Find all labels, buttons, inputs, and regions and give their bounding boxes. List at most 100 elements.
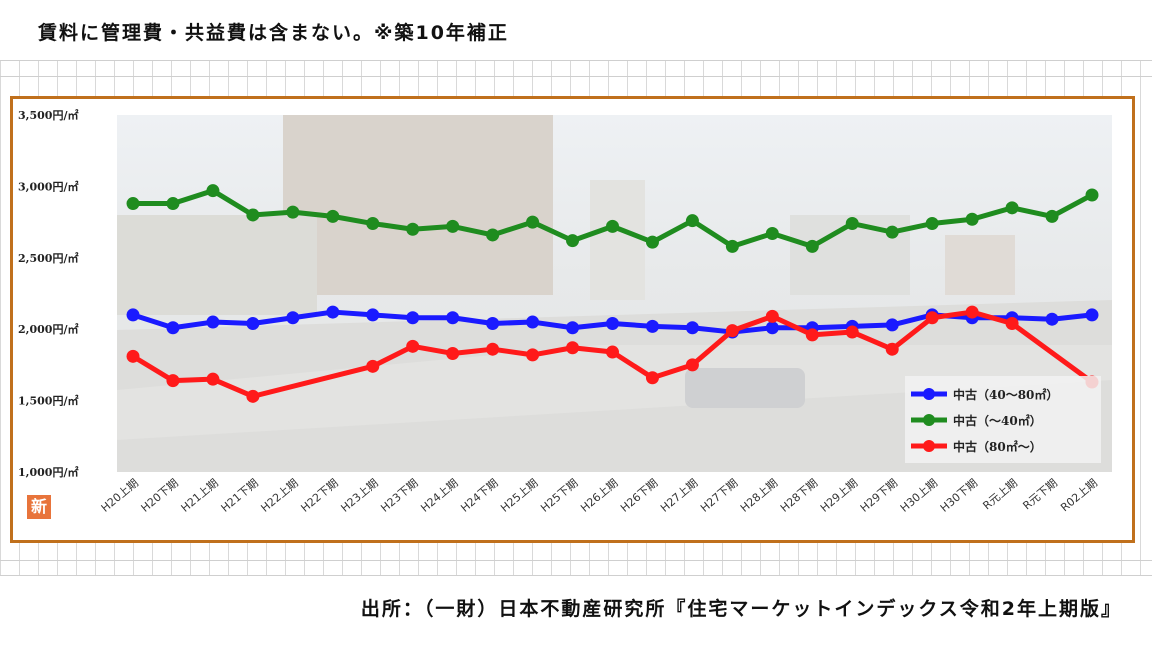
x-tick-label: R元下期 xyxy=(1020,476,1060,512)
x-tick-label: H22下期 xyxy=(298,476,340,514)
data-point xyxy=(925,311,939,325)
data-point xyxy=(406,311,420,325)
data-point xyxy=(965,305,979,319)
data-point xyxy=(246,389,260,403)
data-point xyxy=(566,321,580,335)
data-point xyxy=(1045,312,1059,326)
data-point xyxy=(845,217,859,231)
x-tick-label: H27上期 xyxy=(658,476,700,514)
data-point xyxy=(645,371,659,385)
new-badge-icon: 新 xyxy=(27,495,51,519)
grid-line xyxy=(0,560,1152,561)
x-tick-label: H27下期 xyxy=(698,476,740,514)
data-point xyxy=(246,208,260,222)
data-point xyxy=(446,219,460,233)
data-point xyxy=(845,325,859,339)
x-tick-label: H25下期 xyxy=(538,476,580,514)
data-point xyxy=(685,358,699,372)
data-point xyxy=(645,235,659,249)
x-tick-label: H28上期 xyxy=(738,476,780,514)
data-point xyxy=(166,197,180,211)
x-tick-label: H23上期 xyxy=(338,476,380,514)
data-point xyxy=(606,345,619,359)
x-tick-label: H24上期 xyxy=(418,476,460,514)
data-point xyxy=(166,374,180,388)
legend-marker xyxy=(923,414,935,426)
x-tick-label: H24下期 xyxy=(458,476,500,514)
data-point xyxy=(486,342,500,356)
x-tick-label: R元上期 xyxy=(981,476,1021,512)
data-point xyxy=(246,316,260,330)
x-tick-label: H25上期 xyxy=(498,476,540,514)
x-tick-label: H20上期 xyxy=(99,476,141,514)
x-tick-label: H22上期 xyxy=(258,476,300,514)
background-photo-street xyxy=(117,115,1112,472)
data-point xyxy=(446,346,460,360)
data-point xyxy=(486,316,500,330)
chart-caption: 賃料に管理費・共益費は含まない。※築10年補正 xyxy=(38,22,509,44)
data-point xyxy=(486,228,500,242)
y-tick-label: 1,500円/㎡ xyxy=(18,394,78,408)
legend-marker xyxy=(923,388,935,400)
data-point xyxy=(965,212,979,226)
x-tick-label: H23下期 xyxy=(378,476,420,514)
data-point xyxy=(685,214,699,228)
x-tick-label: H26下期 xyxy=(618,476,660,514)
x-tick-label: H21下期 xyxy=(219,476,261,514)
data-point xyxy=(286,205,300,219)
data-point xyxy=(406,222,420,236)
footer-band xyxy=(0,575,1152,648)
data-point xyxy=(885,225,899,239)
data-point xyxy=(526,348,540,362)
data-point xyxy=(566,341,580,355)
data-point xyxy=(1005,201,1019,215)
legend-marker xyxy=(923,440,935,452)
data-point xyxy=(126,197,140,211)
data-point xyxy=(725,324,739,338)
y-tick-label: 2,000円/㎡ xyxy=(18,322,78,336)
y-tick-label: 3,000円/㎡ xyxy=(18,179,78,193)
header-band xyxy=(0,0,1152,61)
data-point xyxy=(526,215,540,229)
data-point xyxy=(885,342,899,356)
data-point xyxy=(366,308,380,322)
data-point xyxy=(925,217,939,231)
x-tick-label: H28下期 xyxy=(778,476,820,514)
data-point xyxy=(206,184,220,198)
data-point xyxy=(566,234,580,248)
data-point xyxy=(765,321,779,335)
legend-label: 中古（40～80㎡） xyxy=(953,387,1058,402)
chart-legend: 中古（40～80㎡） 中古（～40㎡） 中古（80㎡～） xyxy=(905,376,1101,463)
data-point xyxy=(1085,308,1099,322)
x-tick-label: H20下期 xyxy=(139,476,181,514)
data-point xyxy=(805,328,819,342)
data-point xyxy=(166,321,180,335)
series-line xyxy=(131,309,1094,399)
data-point xyxy=(725,239,739,253)
x-tick-label: H21上期 xyxy=(179,476,221,514)
x-tick-label: H30下期 xyxy=(938,476,980,514)
data-point xyxy=(606,219,619,233)
data-point xyxy=(286,311,300,325)
data-point xyxy=(206,372,220,386)
legend-label: 中古（～40㎡） xyxy=(953,413,1042,428)
data-point xyxy=(885,318,899,332)
data-point xyxy=(446,311,460,325)
data-point xyxy=(645,319,659,333)
data-point xyxy=(765,227,779,241)
data-point xyxy=(326,209,340,223)
data-point xyxy=(326,305,340,319)
data-point xyxy=(1005,316,1019,330)
data-point xyxy=(126,308,140,322)
data-point xyxy=(206,315,220,329)
legend-label: 中古（80㎡～） xyxy=(953,439,1042,454)
data-point xyxy=(606,316,619,330)
y-tick-label: 2,500円/㎡ xyxy=(18,251,78,265)
grid-line xyxy=(0,76,1152,77)
y-tick-label: 3,500円/㎡ xyxy=(18,108,78,122)
data-point xyxy=(526,315,540,329)
data-point xyxy=(366,359,380,373)
data-point xyxy=(805,239,819,253)
data-point xyxy=(126,349,140,363)
